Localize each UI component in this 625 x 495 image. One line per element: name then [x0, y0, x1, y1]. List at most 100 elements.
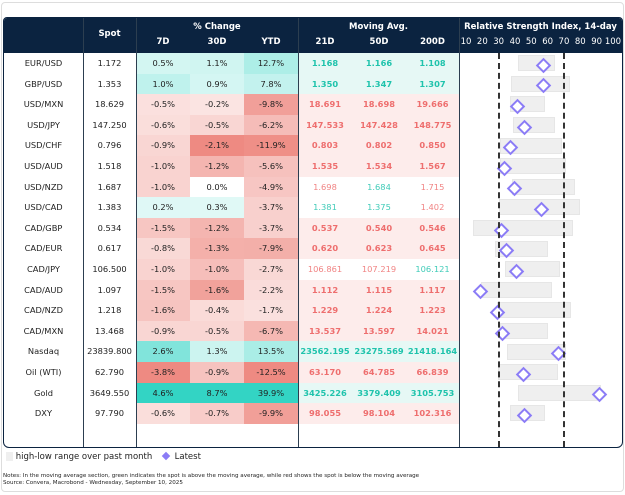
- column-divider: [459, 18, 460, 447]
- pct-change-30d: -1.6%: [190, 279, 244, 301]
- row-name: CAD/GBP: [24, 222, 63, 233]
- row-name: USD/JPY: [27, 119, 60, 130]
- legend-range: high-low range over past month: [15, 452, 153, 462]
- table-row: USD/AUD 1.518 -1.0% -1.2% -5.6% 1.535 1.534 1.5…: [4, 156, 622, 177]
- moving-avg-200d: 1.223: [419, 305, 446, 316]
- pct-change-7d: -0.6%: [136, 403, 190, 424]
- moving-avg-50d: 1.166: [365, 58, 393, 68]
- header-200d: 200D: [420, 37, 445, 47]
- spot-value: 0.796: [97, 140, 122, 151]
- moving-avg-21d: 1.381: [313, 202, 337, 213]
- pct-change-ytd: -2.7%: [244, 259, 298, 280]
- row-name: Oil (WTI): [25, 367, 62, 377]
- pct-change-ytd: 12.7%: [244, 53, 298, 74]
- moving-avg-21d: 23562.195: [300, 346, 350, 357]
- rsi-tick-label: 70: [558, 37, 570, 47]
- table-row: CAD/JPY 106.500 -1.0% -1.0% -2.7% 106.861 107.…: [4, 259, 622, 280]
- moving-avg-50d: 98.104: [362, 408, 396, 419]
- pct-change-7d: -0.9%: [136, 135, 190, 156]
- ma-background: [298, 403, 459, 424]
- ma-background: [298, 300, 459, 321]
- row-name: USD/AUD: [24, 161, 63, 171]
- pct-change-ytd: -6.7%: [244, 320, 298, 342]
- pct-change-7d: -1.0%: [136, 156, 190, 177]
- moving-avg-50d: 1.534: [365, 161, 393, 171]
- pct-change-30d: 1.3%: [190, 341, 244, 362]
- spot-value: 147.250: [92, 119, 127, 130]
- ma-background: [298, 362, 459, 383]
- pct-change-30d: -1.3%: [190, 238, 244, 259]
- rsi-range-bar: [517, 384, 601, 401]
- moving-avg-200d: 102.316: [413, 408, 452, 419]
- moving-avg-50d: 1.684: [367, 181, 391, 192]
- row-name: DXY: [34, 408, 53, 419]
- spot-value: 1.383: [97, 202, 122, 213]
- rsi-reference-line: [497, 53, 500, 447]
- rsi-range-bar: [497, 302, 571, 319]
- pct-change-ytd: -9.9%: [244, 403, 298, 424]
- pct-change-30d: -1.2%: [190, 156, 244, 177]
- rsi-tick-label: 20: [476, 37, 488, 47]
- row-name: Nasdaq: [27, 346, 60, 357]
- spot-value: 0.534: [97, 222, 122, 233]
- moving-avg-50d: 0.540: [365, 222, 393, 233]
- header-moving-avg: Moving Avg.: [349, 22, 408, 32]
- moving-avg-21d: 1.229: [311, 305, 339, 316]
- moving-avg-200d: 3105.753: [410, 387, 455, 398]
- pct-change-ytd: 13.5%: [244, 341, 298, 362]
- ma-background: [298, 197, 459, 218]
- pct-change-ytd: -9.8%: [244, 94, 298, 115]
- spot-value: 1.218: [97, 305, 122, 316]
- row-name: USD/NZD: [24, 181, 63, 192]
- pct-change-7d: 2.6%: [136, 341, 190, 362]
- ma-background: [298, 238, 459, 259]
- rsi-range-bar: [481, 281, 553, 298]
- ma-background: [298, 94, 459, 115]
- moving-avg-50d: 64.785: [362, 367, 396, 377]
- header-30d: 30D: [207, 37, 227, 47]
- pct-change-30d: 0.3%: [190, 197, 244, 218]
- moving-avg-21d: 18.691: [308, 99, 342, 110]
- column-divider: [83, 18, 84, 447]
- moving-avg-21d: 3425.226: [303, 387, 347, 398]
- legend: high-low range over past month Latest: [6, 451, 201, 462]
- table-row: Gold 3649.550 4.6% 8.7% 39.9% 3425.226 3379.40…: [4, 382, 622, 404]
- row-name: CAD/MXN: [23, 325, 64, 336]
- moving-avg-200d: 1.567: [419, 161, 446, 171]
- pct-change-7d: -0.6%: [136, 114, 190, 136]
- spot-value: 0.617: [97, 243, 122, 254]
- table-row: CAD/GBP 0.534 -1.5% -1.2% -3.7% 0.537 0.540 0.5…: [4, 217, 622, 239]
- table-row: USD/CAD 1.383 0.2% 0.3% -3.7% 1.381 1.375 1.402: [4, 197, 622, 218]
- ma-background: [298, 217, 459, 239]
- moving-avg-21d: 0.803: [311, 140, 339, 151]
- pct-change-ytd: -7.9%: [244, 238, 298, 259]
- pct-change-ytd: -1.7%: [244, 300, 298, 321]
- ma-background: [298, 320, 459, 342]
- pct-change-30d: -0.5%: [190, 320, 244, 342]
- pct-change-ytd: -11.9%: [244, 135, 298, 156]
- pct-change-7d: -1.5%: [136, 279, 190, 301]
- rsi-tick-label: 80: [574, 37, 586, 47]
- range-swatch-icon: [6, 452, 13, 461]
- ma-background: [298, 176, 459, 198]
- pct-change-7d: -1.5%: [136, 217, 190, 239]
- row-name: Gold: [33, 387, 54, 398]
- spot-value: 3649.550: [89, 387, 130, 398]
- rsi-tick-label: 50: [525, 37, 537, 47]
- rsi-tick-label: 30: [493, 37, 505, 47]
- table-row: USD/NZD 1.687 -1.0% 0.0% -4.9% 1.698 1.684 1.71…: [4, 176, 622, 198]
- moving-avg-50d: 1.375: [367, 202, 391, 213]
- pct-change-7d: 4.6%: [136, 382, 190, 404]
- rsi-tick-label: 60: [542, 37, 554, 47]
- spot-value: 97.790: [94, 408, 125, 419]
- ma-background: [298, 156, 459, 177]
- header-ytd: YTD: [261, 37, 281, 47]
- moving-avg-50d: 0.623: [365, 243, 393, 254]
- row-name: GBP/USD: [24, 78, 63, 89]
- moving-avg-21d: 1.698: [313, 181, 337, 192]
- legend-latest: Latest: [174, 452, 201, 462]
- row-name: CAD/AUD: [24, 284, 63, 295]
- moving-avg-21d: 13.537: [308, 325, 342, 336]
- moving-avg-200d: 1.307: [419, 78, 446, 89]
